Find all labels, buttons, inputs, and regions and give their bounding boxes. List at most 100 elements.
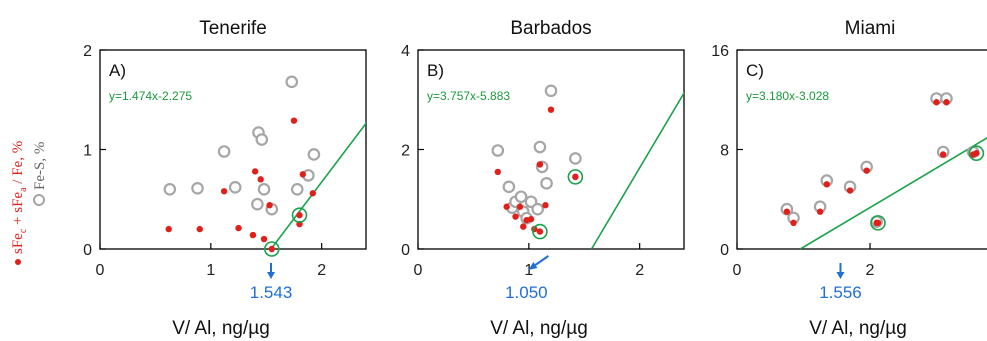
sfe-point <box>220 188 228 195</box>
fit-point <box>536 228 544 235</box>
y-tick-label: 1 <box>83 143 92 160</box>
x-axis-label: V/ Al, ng/µg <box>172 318 270 339</box>
plot-frame <box>99 49 367 250</box>
red-marker-legend-icon <box>15 259 21 265</box>
sfe-point <box>520 223 527 230</box>
x-tick-label: 2 <box>635 262 644 279</box>
chart-panel-barbados: Barbados 0 2 4 0 1 2 V/ Al, ng/µg B) y=3.757x-5.8… <box>401 18 685 339</box>
y-tick-label: 0 <box>83 242 92 259</box>
fe-s-point <box>163 183 177 196</box>
y-axis-label-2: Fe-S, % <box>32 142 48 206</box>
sfe-point <box>939 151 947 158</box>
sfe-point <box>863 167 870 174</box>
y-tick-label: 4 <box>401 43 410 60</box>
fit-line <box>799 137 987 249</box>
x-tick-label: 1 <box>524 262 533 279</box>
chart-panel-miami: Miami0816024V/ Al, ng/µgC)y=3.180x-3.028… <box>711 18 987 339</box>
sfe-point <box>536 161 544 168</box>
fe-s-point <box>569 152 582 165</box>
fit-point <box>572 173 579 181</box>
x-tick-label: 0 <box>414 262 423 279</box>
fit-point-highlight <box>870 215 886 231</box>
fe-s-point <box>228 181 242 194</box>
fit-point-highlight <box>968 145 985 162</box>
sfe-point <box>816 208 824 215</box>
x-tick-label: 0 <box>96 262 105 279</box>
fit-equation: y=3.757x-5.883 <box>427 89 510 103</box>
y-tick-label: 8 <box>720 143 729 160</box>
plot-frame <box>417 49 685 250</box>
sfe-point <box>527 215 535 223</box>
fit-point-highlight <box>532 223 548 240</box>
fe-s-point <box>255 133 269 146</box>
threshold-arrowhead <box>836 272 845 279</box>
sfe-point <box>790 219 797 227</box>
panel-tag: A) <box>109 61 126 80</box>
plot-frame <box>736 49 987 250</box>
sfe-point <box>257 176 264 183</box>
x-tick-label: 1 <box>206 262 215 279</box>
fit-equation: y=1.474x-2.275 <box>109 89 192 103</box>
threshold-label: 1.543 <box>250 283 293 302</box>
fit-point <box>874 219 882 227</box>
fit-point <box>296 211 303 219</box>
fe-s-point <box>191 182 204 195</box>
sfe-point <box>503 203 510 210</box>
gray-marker-legend-icon <box>33 194 45 206</box>
fe-s-point <box>491 144 505 157</box>
sfe-point <box>494 168 501 176</box>
sfe-point <box>512 213 519 220</box>
threshold-arrowhead <box>528 262 538 270</box>
sfe-point <box>251 168 259 175</box>
x-axis-label: V/ Al, ng/µg <box>809 318 907 339</box>
sfe-point <box>266 202 273 209</box>
fe-s-point <box>307 148 321 161</box>
y-axis-label: sFec + sFea / Fe, % <box>10 141 29 265</box>
threshold-label: 1.556 <box>819 283 862 302</box>
fit-equation: y=3.180x-3.028 <box>746 89 829 103</box>
sfe-point <box>933 99 940 106</box>
fit-point-highlight <box>263 241 280 257</box>
chart-panel-tenerife: Tenerife 0 1 2 0 1 2 V/ Al, ng/µg A) y=1.474x-2.2… <box>83 18 367 339</box>
fe-s-point <box>524 195 538 209</box>
fit-line <box>590 91 684 249</box>
fe-s-point <box>544 84 558 98</box>
fit-line <box>270 122 366 249</box>
x-tick-label: 2 <box>866 262 875 279</box>
y-tick-label: 0 <box>720 242 729 259</box>
fe-s-point <box>257 183 271 196</box>
y-label-fes: Fe-S, % <box>32 142 48 190</box>
fe-s-point <box>217 145 231 158</box>
y-tick-label: 16 <box>711 43 729 60</box>
sfe-point <box>299 171 307 178</box>
fe-s-point <box>251 197 264 211</box>
fe-s-point <box>502 180 516 194</box>
y-label-sfe: sFec + sFea / Fe, % <box>10 141 29 254</box>
fe-s-point <box>290 183 304 196</box>
sfe-point <box>846 187 854 194</box>
sfe-point <box>290 117 298 124</box>
sfe-point <box>309 190 316 197</box>
y-tick-label: 0 <box>401 242 410 259</box>
fe-s-point <box>514 190 528 204</box>
fit-point <box>973 150 980 157</box>
fit-point <box>268 245 275 253</box>
fe-s-point <box>285 75 299 89</box>
chart-title: Tenerife <box>199 18 267 39</box>
sfe-point <box>823 181 830 188</box>
fit-point-highlight <box>567 169 584 185</box>
panel-tag: C) <box>746 61 764 80</box>
plot-area <box>163 75 366 249</box>
sfe-point <box>516 203 524 210</box>
sfe-point <box>235 224 242 232</box>
y-tick-label: 2 <box>83 43 92 60</box>
sfe-point <box>547 106 555 113</box>
x-tick-label: 0 <box>733 262 742 279</box>
chart-title: Barbados <box>510 18 591 39</box>
sfe-point <box>165 225 172 233</box>
fit-point-highlight <box>291 207 308 223</box>
sfe-point <box>783 208 791 215</box>
panel-tag: B) <box>427 61 444 80</box>
threshold-arrowhead <box>267 272 276 279</box>
